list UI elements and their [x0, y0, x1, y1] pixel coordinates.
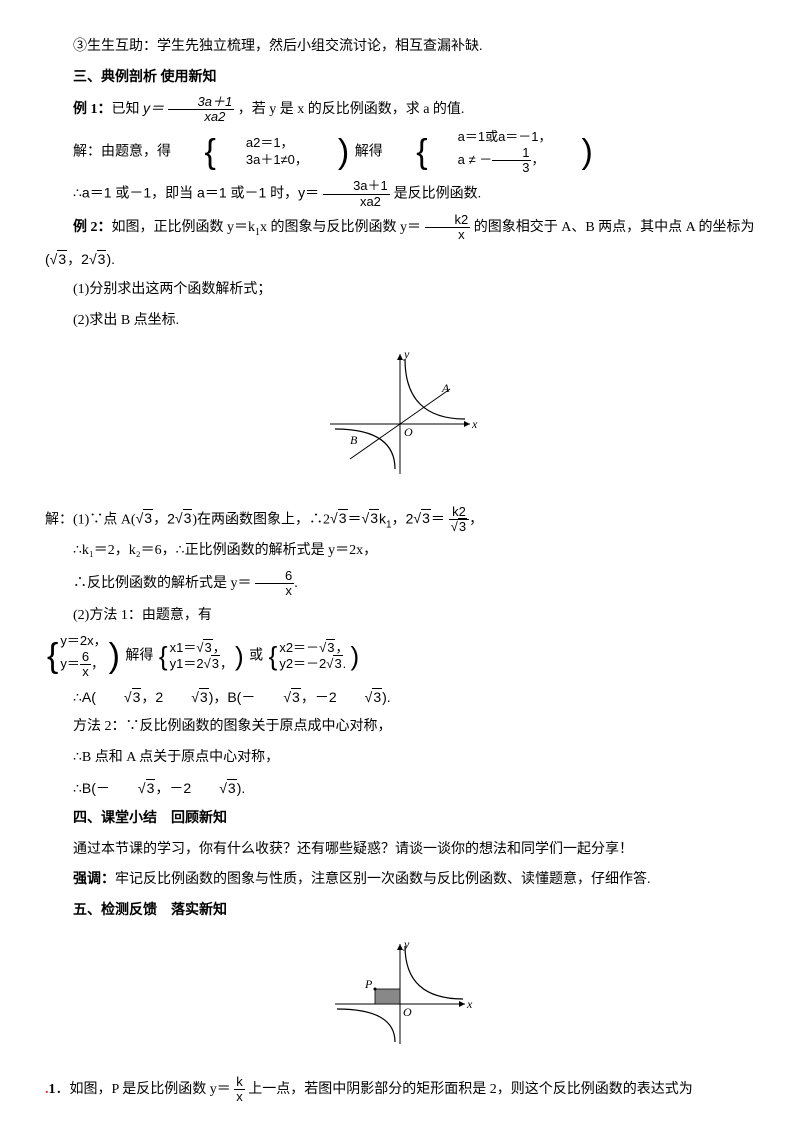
sol1-b2-bot: a ≠ －13，	[430, 146, 552, 176]
svg-text:x: x	[471, 417, 478, 431]
sol1-b2-top: a＝1或a＝－1，	[430, 129, 552, 146]
svg-text:B: B	[350, 433, 358, 447]
summary-lead: 强调：	[73, 872, 115, 887]
summary-2: 强调：牢记反比例函数的图象与性质，注意区别一次函数与反比例函数、读懂题意，仔细作…	[45, 867, 755, 894]
ex2-q2: (2)求出 B 点坐标.	[45, 308, 755, 335]
ex1-label: 例 1：	[73, 102, 112, 117]
section-5-heading: 五、检测反馈 落实新知	[45, 898, 755, 925]
summary-1: 通过本节课的学习，你有什么收获？还有哪些疑惑？请谈一谈你的想法和同学们一起分享！	[45, 837, 755, 864]
ex1-pre: 已知	[112, 102, 144, 117]
ex2-t1: 如图，正比例函数 y＝k	[112, 220, 256, 235]
ex1-y: y＝	[143, 100, 164, 116]
left-brace-icon: {	[175, 135, 218, 169]
q1-num: 1	[49, 1082, 56, 1097]
solution-1: 解：由题意，得 { a2＝1， 3a＋1≠0， ) 解得 { a＝1或a＝－1，…	[45, 129, 755, 175]
sol2-line3: ∴反比例函数的解析式是 y＝ 6x.	[45, 569, 755, 599]
sol1-b1-top: a2＝1，	[218, 135, 308, 152]
svg-text:O: O	[404, 425, 413, 439]
svg-text:O: O	[403, 1005, 412, 1019]
ex1-num: 3a＋1	[168, 95, 235, 110]
right-paren-icon: )	[233, 643, 246, 669]
sol2-method2-c: ∴B(－3，－23).	[45, 775, 755, 802]
sol1-mid: 解得	[355, 144, 383, 159]
left-brace-icon: {	[45, 639, 60, 673]
sol1-system-2: { a＝1或a＝－1， a ≠ －13， )	[386, 129, 595, 175]
right-paren-icon: )	[308, 135, 351, 169]
section-3-heading: 三、典例剖析 使用新知	[45, 65, 755, 92]
svg-text:y: y	[403, 347, 410, 361]
example-1: 例 1：已知 y＝ 3a＋1 xa2 ，若 y 是 x 的反比例函数，求 a 的…	[45, 95, 755, 125]
question-1: .1．如图，P 是反比例函数 y＝ kx 上一点，若图中阴影部分的矩形面积是 2…	[45, 1075, 755, 1105]
sol1-conc-post: 是反比例函数.	[394, 187, 482, 202]
solution-1-conclusion: ∴a＝1 或－1，即当 a＝1 或－1 时，y＝ 3a＋1 xa2 是反比例函数…	[45, 179, 755, 209]
ex2-q1: (1)分别求出这两个函数解析式；	[45, 277, 755, 304]
right-paren-icon: )	[552, 135, 595, 169]
sol1-conc-pre: ∴a＝1 或－1，即当 a＝1 或－1 时，y＝	[73, 185, 319, 201]
svg-text:A: A	[441, 381, 450, 395]
sol2-line2: ∴k₁＝2，k₂＝6，∴正比例函数的解析式是 y＝2x，	[45, 538, 755, 565]
sol2-line1: 解：(1)∵点 A(3，23)在两函数图象上，∴23＝3k1，23＝ k23，	[45, 505, 755, 535]
sol2-systems: { y＝2x， y＝6x， ) 解得 { x1＝3， y1＝23， ) 或 { …	[45, 633, 755, 679]
ex1-post: ，若 y 是 x 的反比例函数，求 a 的值.	[238, 102, 465, 117]
figure-2: x y O P	[45, 934, 755, 1065]
sol2-method1: (2)方法 1：由题意，有	[45, 603, 755, 630]
ex1-fraction: 3a＋1 xa2	[168, 95, 235, 125]
sol2-ab: ∴A(3，23)，B(－3，－23).	[45, 684, 755, 711]
ex2-label: 例 2：	[73, 220, 112, 235]
sol1-pre: 解：由题意，得	[73, 144, 171, 159]
sol1-b1-bot: 3a＋1≠0，	[218, 152, 308, 169]
sol2-method2-b: ∴B 点和 A 点关于原点中心对称，	[45, 745, 755, 772]
svg-text:P: P	[364, 977, 373, 991]
svg-text:x: x	[466, 997, 473, 1011]
figure-1: x y O A B	[45, 344, 755, 495]
ex2-t2: x 的图象与反比例函数 y＝	[260, 220, 421, 235]
left-brace-icon: {	[267, 643, 280, 669]
left-brace-icon: {	[157, 643, 170, 669]
intro-line: ③生生互助：学生先独立梳理，然后小组交流讨论，相互查漏补缺.	[45, 34, 755, 61]
svg-text:y: y	[403, 937, 410, 951]
right-paren-icon: )	[107, 639, 122, 673]
sol1-system-1: { a2＝1， 3a＋1≠0， )	[175, 135, 352, 169]
left-brace-icon: {	[386, 135, 429, 169]
example-2-coord: (3，23).	[45, 246, 755, 273]
sol2-method2-a: 方法 2：∵反比例函数的图象关于原点成中心对称，	[45, 714, 755, 741]
right-paren-icon: )	[348, 643, 361, 669]
ex1-den: xa2	[168, 110, 235, 124]
section-4-heading: 四、课堂小结 回顾新知	[45, 806, 755, 833]
example-2: 例 2：如图，正比例函数 y＝k1x 的图象与反比例函数 y＝ k2x 的图象相…	[45, 213, 755, 243]
ex2-frac: k2x	[425, 213, 471, 243]
ex2-t3: 的图象相交于 A、B 两点，其中点 A 的坐标为	[474, 220, 755, 235]
sol1-conc-frac: 3a＋1 xa2	[323, 179, 390, 209]
